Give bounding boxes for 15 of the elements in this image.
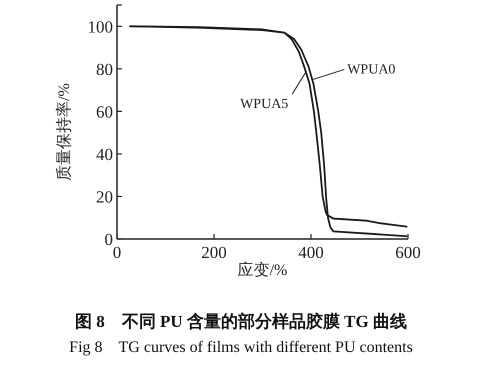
y-tick-label: 100 (88, 17, 113, 36)
legend-label: WPUA0 (347, 62, 396, 78)
y-axis-title: 质量保持率/% (55, 83, 73, 181)
y-tick-label: 60 (96, 102, 113, 122)
series-label: WPUA5 (240, 97, 288, 112)
x-tick-label: 600 (395, 243, 421, 262)
text: Fig 8 TG curves of films with different PU contents (69, 339, 413, 356)
y-tick-label: 20 (96, 187, 113, 206)
y-tick-label: 40 (96, 144, 113, 164)
y-tick-label: 0 (104, 230, 113, 249)
x-axis-title: 应变/% (238, 261, 288, 279)
x-tick-label: 400 (298, 243, 324, 262)
x-tick-label: 200 (201, 243, 227, 262)
y-tick-label: 80 (96, 60, 113, 79)
text: 图 8 不同 PU 含量的部分样品胶膜 TG 曲线 (75, 312, 407, 331)
